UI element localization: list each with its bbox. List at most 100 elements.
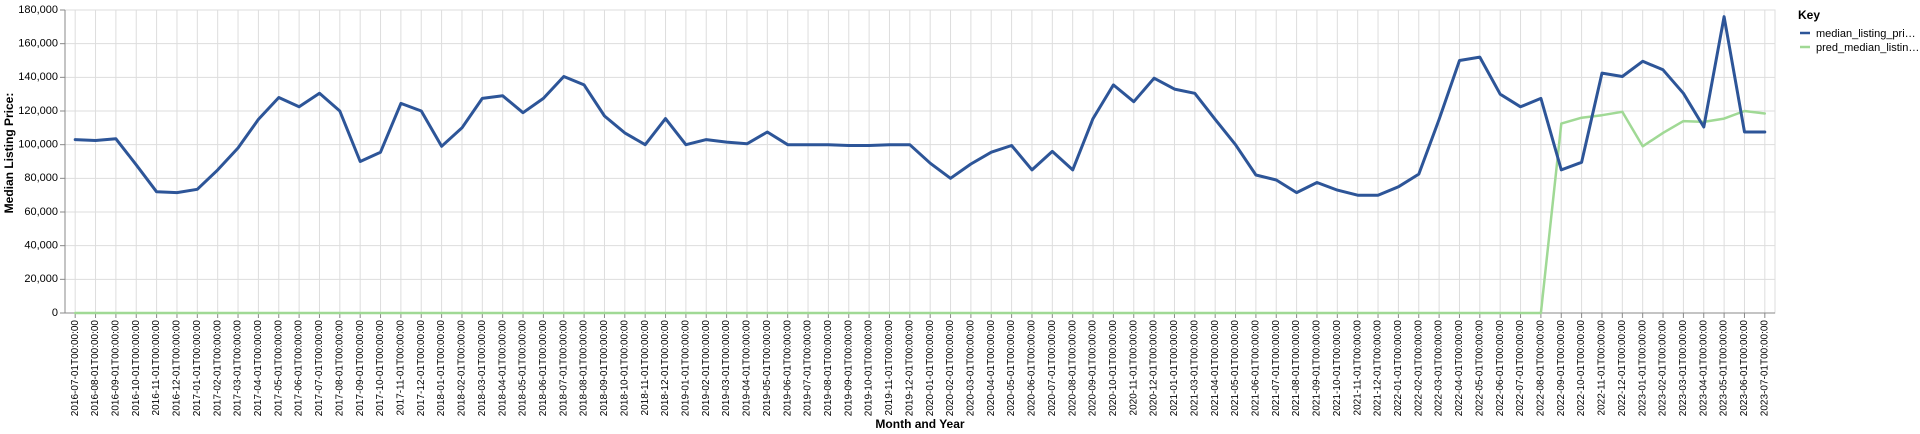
y-tick-label: 180,000 bbox=[18, 4, 58, 16]
x-tick-label: 2020-04-01T00:00:00 bbox=[986, 320, 997, 417]
x-tick-label: 2017-02-01T00:00:00 bbox=[212, 320, 223, 417]
x-tick-label: 2021-10-01T00:00:00 bbox=[1332, 320, 1343, 417]
legend: Key median_listing_pri… pred_median_listi… bbox=[1798, 8, 1919, 54]
x-tick-label: 2022-07-01T00:00:00 bbox=[1515, 320, 1526, 417]
x-tick-label: 2017-08-01T00:00:00 bbox=[334, 320, 345, 417]
x-tick-label: 2020-07-01T00:00:00 bbox=[1047, 320, 1058, 417]
x-tick-label: 2021-05-01T00:00:00 bbox=[1230, 320, 1241, 417]
x-tick-label: 2019-04-01T00:00:00 bbox=[742, 320, 753, 417]
x-tick-label: 2016-12-01T00:00:00 bbox=[172, 320, 183, 417]
x-tick-label: 2018-05-01T00:00:00 bbox=[518, 320, 529, 417]
legend-title: Key bbox=[1798, 8, 1820, 22]
x-tick-label: 2018-01-01T00:00:00 bbox=[436, 320, 447, 417]
x-tick-label: 2022-06-01T00:00:00 bbox=[1495, 320, 1506, 417]
x-tick-label: 2023-07-01T00:00:00 bbox=[1759, 320, 1770, 417]
x-tick-label: 2020-05-01T00:00:00 bbox=[1006, 320, 1017, 417]
x-tick-label: 2017-04-01T00:00:00 bbox=[253, 320, 264, 417]
x-tick-label: 2018-04-01T00:00:00 bbox=[497, 320, 508, 417]
x-tick-label: 2019-12-01T00:00:00 bbox=[904, 320, 915, 417]
x-tick-label: 2022-01-01T00:00:00 bbox=[1393, 320, 1404, 417]
x-tick-label: 2022-02-01T00:00:00 bbox=[1413, 320, 1424, 417]
x-tick-label: 2018-03-01T00:00:00 bbox=[477, 320, 488, 417]
y-tick-label: 40,000 bbox=[24, 240, 58, 252]
x-tick-label: 2019-11-01T00:00:00 bbox=[884, 320, 895, 416]
y-tick-label: 140,000 bbox=[18, 71, 58, 83]
x-tick-label: 2020-08-01T00:00:00 bbox=[1067, 320, 1078, 417]
x-tick-label: 2021-11-01T00:00:00 bbox=[1352, 320, 1363, 416]
x-tick-label: 2016-08-01T00:00:00 bbox=[90, 320, 101, 417]
x-tick-label: 2022-11-01T00:00:00 bbox=[1597, 320, 1608, 416]
x-tick-label: 2017-06-01T00:00:00 bbox=[294, 320, 305, 417]
y-axis: 0 20,000 40,000 60,000 80,000 100,000 120,000 1… bbox=[18, 4, 66, 319]
x-tick-label: 2017-09-01T00:00:00 bbox=[355, 320, 366, 417]
y-tick-label: 100,000 bbox=[18, 139, 58, 151]
y-tick-label: 160,000 bbox=[18, 38, 58, 50]
x-tick-label: 2021-09-01T00:00:00 bbox=[1312, 320, 1323, 417]
y-tick-label: 120,000 bbox=[18, 105, 58, 117]
x-tick-label: 2019-05-01T00:00:00 bbox=[762, 320, 773, 417]
x-tick-label: 2018-02-01T00:00:00 bbox=[457, 320, 468, 417]
y-axis-title: Median Listing Price: bbox=[2, 93, 16, 214]
series-line-1 bbox=[73, 15, 1767, 197]
y-tick-label: 60,000 bbox=[24, 206, 58, 218]
x-tick-label: 2022-05-01T00:00:00 bbox=[1474, 320, 1485, 417]
x-tick-label: 2017-03-01T00:00:00 bbox=[233, 320, 244, 417]
x-tick-label: 2017-12-01T00:00:00 bbox=[416, 320, 427, 417]
x-tick-label: 2022-09-01T00:00:00 bbox=[1556, 320, 1567, 417]
x-tick-label: 2023-04-01T00:00:00 bbox=[1698, 320, 1709, 417]
x-tick-label: 2017-07-01T00:00:00 bbox=[314, 320, 325, 417]
x-tick-label: 2022-03-01T00:00:00 bbox=[1434, 320, 1445, 417]
x-tick-label: 2018-08-01T00:00:00 bbox=[579, 320, 590, 417]
x-tick-label: 2021-08-01T00:00:00 bbox=[1291, 320, 1302, 417]
x-axis: 2016-07-01T00:00:00 2016-08-01T00:00:00 20… bbox=[65, 312, 1775, 417]
x-tick-label: 2018-09-01T00:00:00 bbox=[599, 320, 610, 417]
x-tick-label: 2019-07-01T00:00:00 bbox=[803, 320, 814, 417]
x-tick-label: 2020-01-01T00:00:00 bbox=[925, 320, 936, 417]
series-lines bbox=[73, 15, 1767, 315]
x-tick-label: 2020-03-01T00:00:00 bbox=[966, 320, 977, 417]
x-tick-label: 2018-10-01T00:00:00 bbox=[619, 320, 630, 417]
x-tick-label: 2022-10-01T00:00:00 bbox=[1576, 320, 1587, 417]
x-tick-label: 2017-05-01T00:00:00 bbox=[273, 320, 284, 417]
x-tick-label: 2017-11-01T00:00:00 bbox=[396, 320, 407, 416]
x-axis-title: Month and Year bbox=[875, 417, 964, 431]
x-tick-label: 2019-02-01T00:00:00 bbox=[701, 320, 712, 417]
x-tick-label: 2019-03-01T00:00:00 bbox=[721, 320, 732, 417]
x-tick-label: 2019-01-01T00:00:00 bbox=[681, 320, 692, 417]
x-tick-label: 2018-06-01T00:00:00 bbox=[538, 320, 549, 417]
x-tick-label: 2018-12-01T00:00:00 bbox=[660, 320, 671, 417]
x-tick-label: 2021-03-01T00:00:00 bbox=[1189, 320, 1200, 417]
x-tick-label: 2021-12-01T00:00:00 bbox=[1373, 320, 1384, 417]
x-tick-label: 2021-07-01T00:00:00 bbox=[1271, 320, 1282, 417]
x-tick-label: 2020-12-01T00:00:00 bbox=[1149, 320, 1160, 417]
x-tick-label: 2017-10-01T00:00:00 bbox=[375, 320, 386, 417]
x-tick-label: 2022-04-01T00:00:00 bbox=[1454, 320, 1465, 417]
x-tick-label: 2021-01-01T00:00:00 bbox=[1169, 320, 1180, 417]
x-tick-label: 2023-05-01T00:00:00 bbox=[1719, 320, 1730, 417]
x-tick-label: 2016-10-01T00:00:00 bbox=[131, 320, 142, 417]
plot-frame bbox=[64, 9, 1776, 314]
x-tick-label: 2018-11-01T00:00:00 bbox=[640, 320, 651, 416]
x-tick-label: 2023-03-01T00:00:00 bbox=[1678, 320, 1689, 417]
x-tick-label: 2016-09-01T00:00:00 bbox=[111, 320, 122, 417]
x-tick-label: 2022-08-01T00:00:00 bbox=[1536, 320, 1547, 417]
x-tick-label: 2016-11-01T00:00:00 bbox=[151, 320, 162, 416]
legend-label: median_listing_pri… bbox=[1816, 28, 1916, 40]
x-tick-label: 2016-07-01T00:00:00 bbox=[70, 320, 81, 417]
y-tick-label: 80,000 bbox=[24, 172, 58, 184]
x-tick-label: 2020-02-01T00:00:00 bbox=[945, 320, 956, 417]
x-tick-label: 2021-06-01T00:00:00 bbox=[1251, 320, 1262, 417]
x-tick-label: 2020-10-01T00:00:00 bbox=[1108, 320, 1119, 417]
x-tick-label: 2021-04-01T00:00:00 bbox=[1210, 320, 1221, 417]
x-tick-label: 2018-07-01T00:00:00 bbox=[558, 320, 569, 417]
x-tick-label: 2019-09-01T00:00:00 bbox=[843, 320, 854, 417]
x-tick-label: 2022-12-01T00:00:00 bbox=[1617, 320, 1628, 417]
x-tick-label: 2017-01-01T00:00:00 bbox=[192, 320, 203, 417]
x-tick-label: 2019-10-01T00:00:00 bbox=[864, 320, 875, 417]
y-tick-label: 20,000 bbox=[24, 273, 58, 285]
x-tick-label: 2023-02-01T00:00:00 bbox=[1658, 320, 1669, 417]
x-tick-label: 2020-09-01T00:00:00 bbox=[1088, 320, 1099, 417]
x-tick-label: 2019-06-01T00:00:00 bbox=[782, 320, 793, 417]
x-tick-label: 2019-08-01T00:00:00 bbox=[823, 320, 834, 417]
